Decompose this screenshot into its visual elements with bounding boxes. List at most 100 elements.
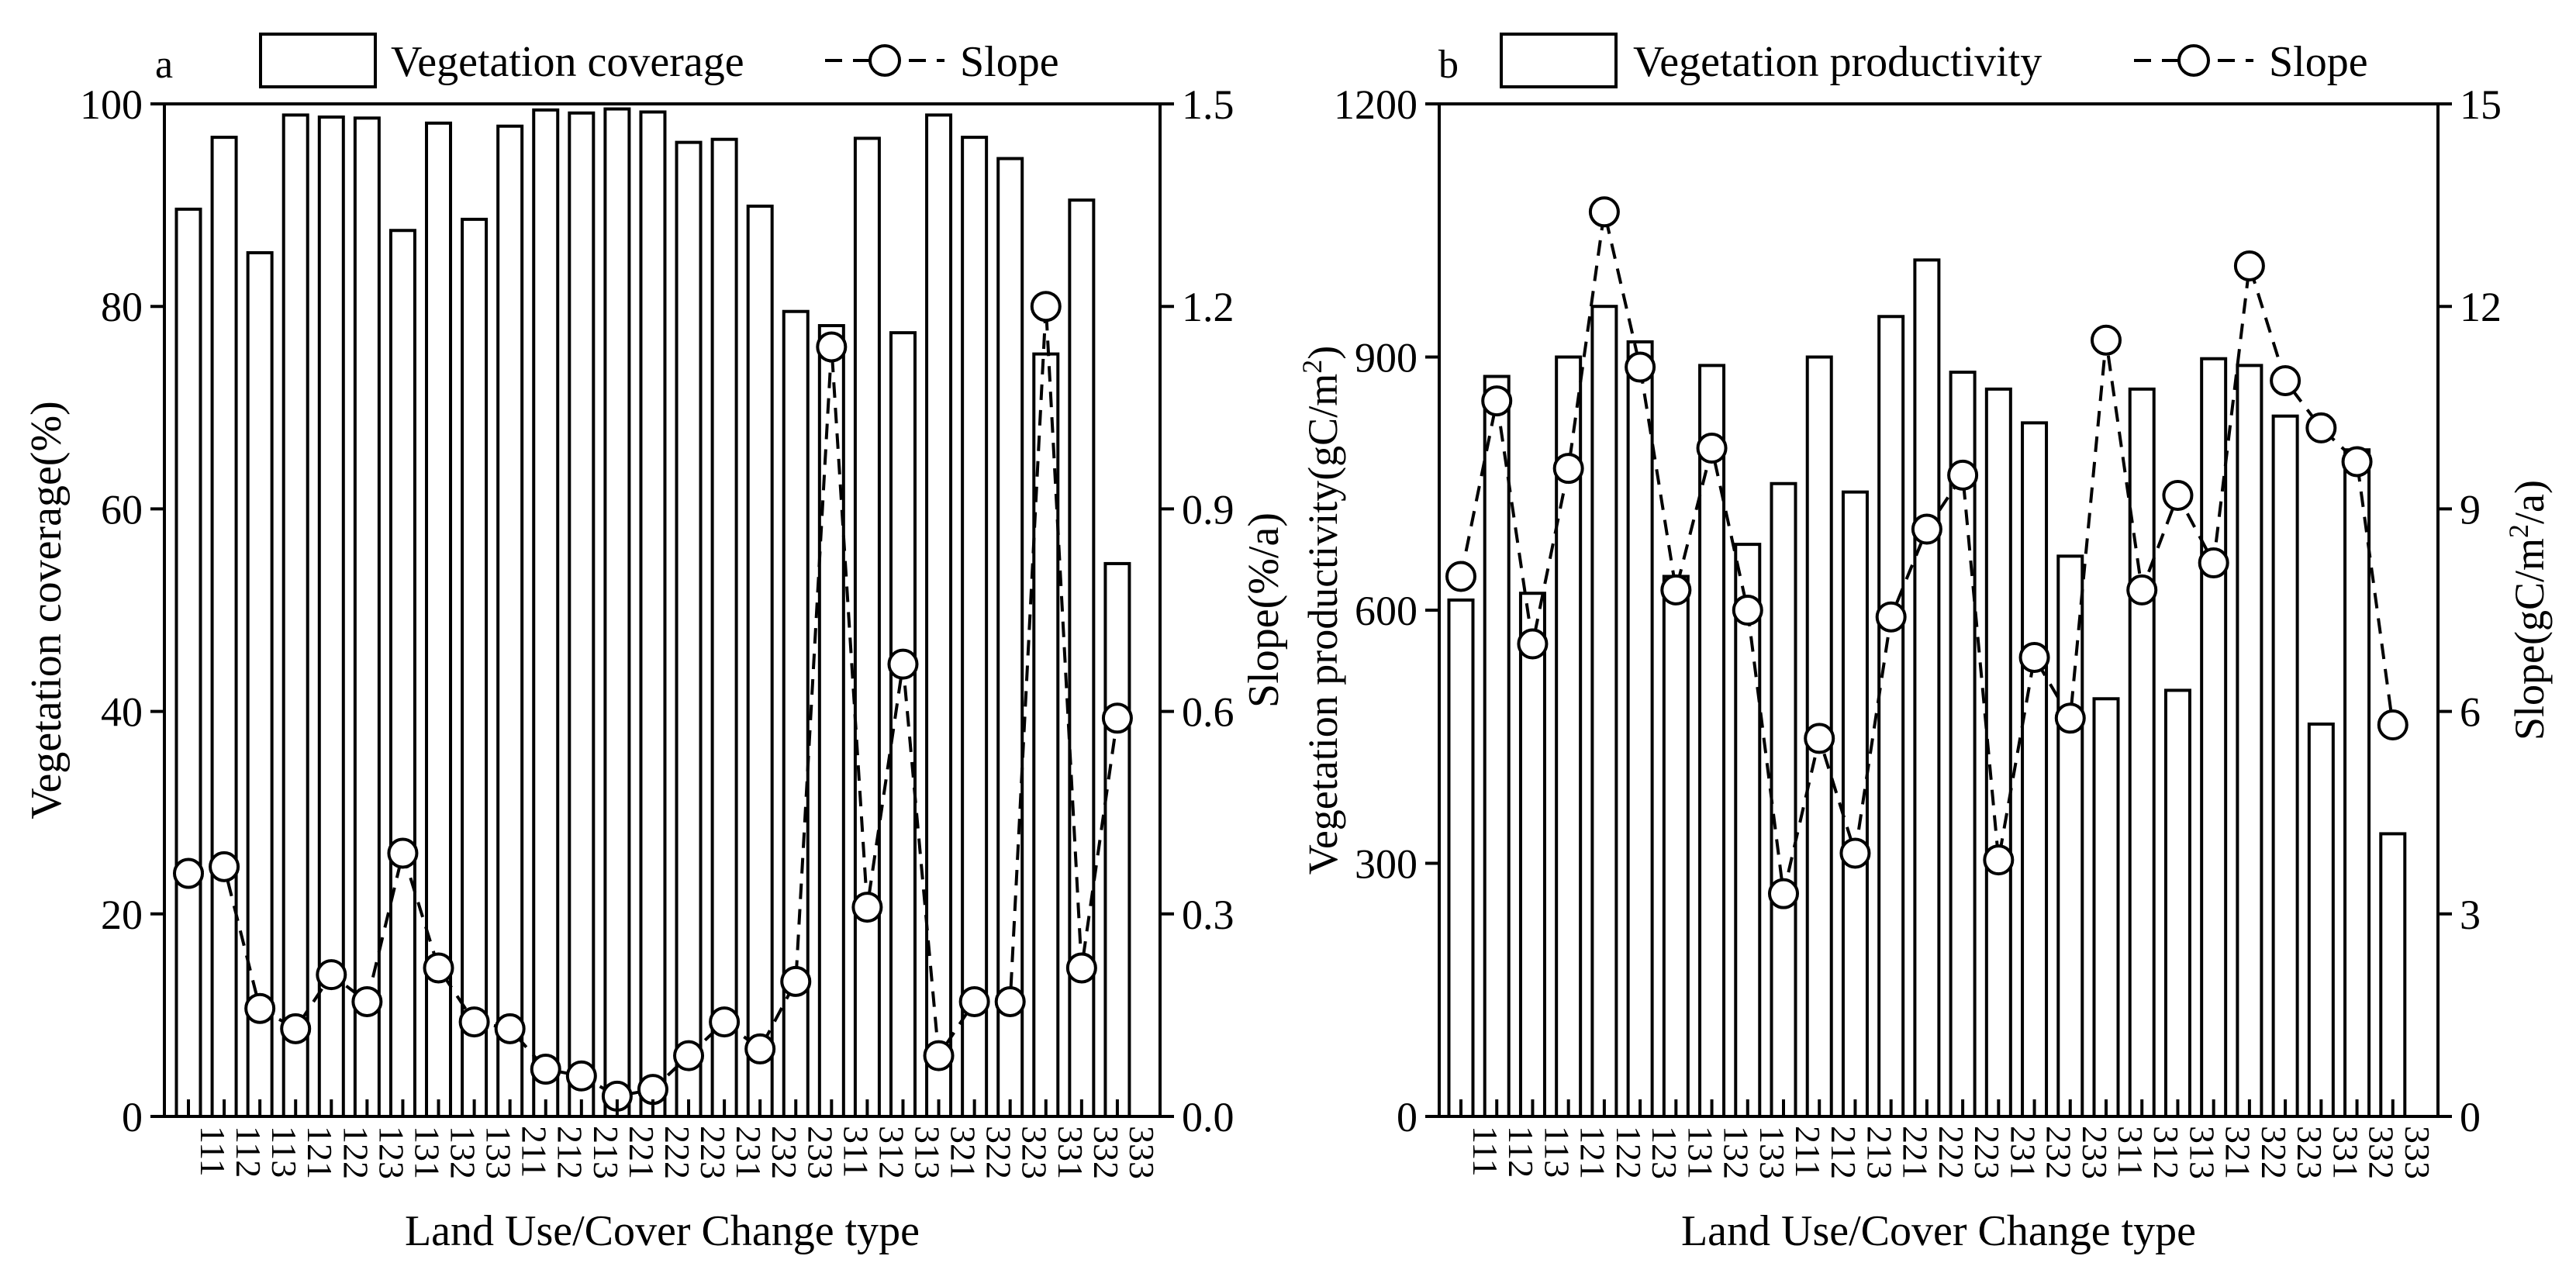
- x-tick-label: 131: [407, 1126, 447, 1179]
- y-tick-label: 80: [101, 284, 143, 330]
- bar: [568, 111, 596, 1118]
- x-tick-label: 311: [2111, 1126, 2150, 1178]
- x-tick-label: 231: [2003, 1126, 2042, 1179]
- y2-tick-label: 0: [2460, 1094, 2481, 1140]
- y2-tick-label: 1.2: [1182, 284, 1234, 330]
- x-tick-label: 332: [1086, 1126, 1126, 1179]
- bar: [1984, 387, 2012, 1118]
- slope-point: [1588, 196, 1620, 228]
- slope-point: [2091, 324, 2122, 356]
- y-tick-label: 0: [1397, 1094, 1417, 1140]
- slope-point: [2126, 574, 2158, 606]
- slope-point: [1983, 844, 2015, 876]
- x-tick-label: 323: [1015, 1126, 1055, 1179]
- x-tick-label: 313: [2182, 1126, 2222, 1179]
- bar: [2343, 448, 2371, 1118]
- x-tick-label: 311: [836, 1126, 875, 1178]
- y2-tick-label: 15: [2460, 81, 2502, 128]
- x-tick-label: 121: [1573, 1126, 1613, 1179]
- x-tick-label: 212: [1824, 1126, 1863, 1179]
- bar: [1662, 574, 1690, 1118]
- bar: [532, 108, 560, 1118]
- x-tick-label: 321: [2219, 1126, 2258, 1179]
- x-tick-label: 333: [2398, 1126, 2437, 1179]
- x-tick-label: 221: [1896, 1126, 1935, 1179]
- panel-a: a Vegetation coverage Slope 0 20 40 60 80 100…: [22, 33, 1288, 1255]
- slope-point: [1481, 385, 1513, 417]
- y2-tick-label: 0.6: [1182, 689, 1234, 736]
- x-tick-label: 123: [371, 1126, 411, 1179]
- bar: [746, 204, 774, 1118]
- slope-point: [2305, 412, 2337, 443]
- legend-line-label: Slope: [960, 38, 1059, 86]
- x-tick-label: 313: [907, 1126, 947, 1179]
- bar: [2200, 357, 2228, 1118]
- bar: [461, 217, 489, 1118]
- x-tick-label: 213: [1859, 1126, 1899, 1179]
- slope-point: [2054, 702, 2086, 734]
- slope-point: [1732, 595, 1763, 626]
- slope-point: [1875, 601, 1907, 633]
- legend-bar-label: Vegetation coverage: [391, 38, 744, 86]
- x-tick-label: 331: [1051, 1126, 1090, 1179]
- slope-point: [387, 837, 419, 869]
- y2-tick-label: 0.3: [1182, 892, 1234, 938]
- slope-point: [351, 985, 383, 1017]
- bar: [889, 331, 917, 1118]
- slope-point: [1804, 723, 1835, 754]
- y2-tick-label: 9: [2460, 486, 2481, 533]
- x-tick-label: 222: [658, 1126, 697, 1179]
- slope-point: [2270, 364, 2301, 396]
- y2-tick-label: 1.5: [1182, 81, 1234, 128]
- x-tick-label: 111: [1466, 1126, 1505, 1177]
- bar: [496, 124, 524, 1118]
- x-tick-label: 333: [1122, 1126, 1162, 1179]
- y-axis-left-title: Vegetation coverage(%): [22, 401, 71, 819]
- slope-point: [209, 851, 240, 882]
- bar: [817, 324, 845, 1119]
- slope-point: [458, 1006, 490, 1038]
- x-tick-label: 112: [229, 1126, 268, 1178]
- y-tick-label: 300: [1355, 841, 1417, 888]
- slope-point: [1660, 574, 1692, 606]
- x-tick-label: 121: [300, 1126, 340, 1179]
- slope-point: [423, 952, 454, 984]
- x-tick-label: 223: [693, 1126, 733, 1179]
- slope-point: [316, 959, 347, 991]
- y2-tick-label: 0.0: [1182, 1094, 1234, 1140]
- bar: [425, 121, 453, 1119]
- bar: [1590, 305, 1618, 1119]
- slope-point: [1696, 433, 1728, 464]
- x-tick-label: 122: [1609, 1126, 1649, 1179]
- panel-b: b Vegetation productivity Slope 0 300 600 9…: [1297, 33, 2553, 1255]
- y2-tick-label: 6: [2460, 689, 2481, 736]
- slope-point: [1030, 291, 1062, 323]
- bar-group: [174, 107, 1131, 1119]
- x-tick-label: 132: [444, 1126, 483, 1179]
- slope-point: [851, 892, 883, 923]
- slope-point: [1911, 513, 1942, 545]
- bar: [2092, 697, 2120, 1118]
- bar: [1913, 258, 1941, 1118]
- y-tick-label: 100: [80, 81, 143, 128]
- slope-point: [1552, 453, 1584, 485]
- legend-bar-swatch: [259, 33, 377, 88]
- bar: [1734, 543, 1762, 1118]
- bar: [2236, 364, 2263, 1118]
- bar: [1518, 592, 1546, 1118]
- bar: [710, 137, 738, 1119]
- bar-group: [1447, 258, 2407, 1119]
- slope-point: [280, 1013, 312, 1044]
- x-tick-label: 133: [1752, 1126, 1792, 1179]
- bar: [853, 136, 881, 1118]
- slope-point: [958, 985, 990, 1017]
- panel-label: b: [1438, 43, 1459, 87]
- bar: [1103, 561, 1131, 1118]
- bar: [2128, 387, 2156, 1118]
- legend-line-label: Slope: [2269, 38, 2368, 86]
- y-axis-left-title: Vegetation productivity(gC/m2): [1297, 346, 1346, 875]
- bar: [961, 136, 989, 1118]
- x-tick-label: 233: [2075, 1126, 2115, 1179]
- x-tick-label: 232: [765, 1126, 804, 1179]
